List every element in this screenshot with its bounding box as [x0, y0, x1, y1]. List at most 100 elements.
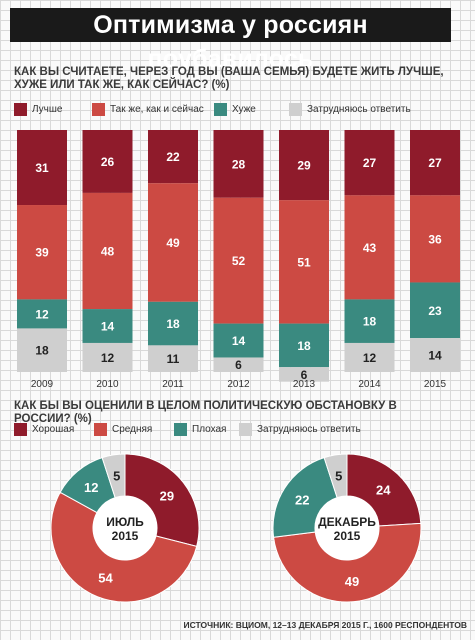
- legend-swatch: [92, 102, 105, 116]
- bar-segment: [410, 282, 460, 339]
- bar-value-label: 26: [101, 155, 115, 169]
- bar-segment: [213, 130, 264, 198]
- bar-segment: [213, 357, 264, 372]
- bar-segment: [344, 130, 395, 196]
- legend-label: Плохая: [192, 423, 227, 435]
- bar-segment: [213, 323, 264, 358]
- bar-chart-legend: Лучше Так же, как и сейчас Хуже Затрудня…: [14, 100, 464, 118]
- bar-segment: [148, 183, 198, 302]
- bar-segment: [279, 323, 329, 368]
- bar-value-label: 18: [35, 344, 49, 358]
- legend-item-average: Средняя: [94, 420, 152, 438]
- bar-value-label: 36: [428, 232, 442, 246]
- donut-center-label: ДЕКАБРЬ: [318, 515, 376, 529]
- legend-label: Хорошая: [32, 423, 75, 435]
- bar-value-label: 51: [297, 255, 311, 269]
- donut-chart-question: КАК БЫ ВЫ ОЦЕНИЛИ В ЦЕЛОМ ПОЛИТИЧЕСКУЮ О…: [14, 400, 397, 425]
- bar-segment: [410, 195, 460, 283]
- bar-segment: [82, 130, 133, 193]
- donut-value-label: 12: [84, 480, 98, 495]
- bar-value-label: 23: [428, 304, 442, 318]
- donut-chart-legend: Хорошая Средняя Плохая Затрудняюсь ответ…: [14, 420, 464, 438]
- bar-value-label: 6: [301, 368, 308, 382]
- donut-value-label: 29: [160, 489, 174, 504]
- bar-segment: [148, 130, 198, 184]
- donut-hole: [315, 496, 379, 560]
- bar-segment: [148, 345, 198, 372]
- x-tick-label: 2012: [227, 379, 250, 390]
- legend-item-good: Хорошая: [14, 420, 74, 438]
- stacked-bar-chart: 31 39 12 18 2009 26 48 14 12 2010 22 49 18 11 2011 28 52…: [17, 130, 460, 390]
- legend-label: Хуже: [232, 103, 256, 115]
- x-tick-label: 2013: [293, 379, 316, 390]
- bar-value-label: 12: [35, 307, 49, 321]
- page-title: Оптимизма у россиян поубавилось: [10, 8, 451, 73]
- bar-value-label: 18: [166, 317, 180, 331]
- bar-segment: [17, 299, 67, 329]
- donut-center-label: 2015: [112, 529, 139, 543]
- bar-value-label: 12: [101, 351, 115, 365]
- bar-value-label: 11: [167, 352, 180, 366]
- bar-value-label: 18: [297, 339, 311, 353]
- donut-value-label: 49: [345, 574, 359, 589]
- legend-item-same: Так же, как и сейчас: [92, 100, 204, 118]
- legend-label: Лучше: [32, 103, 63, 115]
- bar-value-label: 52: [232, 254, 246, 268]
- donut-center-label: ИЮЛЬ: [106, 515, 144, 529]
- bar-segment: [148, 301, 198, 346]
- bar-chart-question: КАК ВЫ СЧИТАЕТЕ, ЧЕРЕЗ ГОД ВЫ (ВАША СЕМЬ…: [14, 66, 444, 91]
- donut-value-label: 5: [335, 469, 342, 484]
- x-tick-label: 2009: [31, 379, 54, 390]
- bar-value-label: 6: [235, 358, 242, 372]
- x-tick-label: 2010: [96, 379, 119, 390]
- bar-value-label: 28: [232, 157, 246, 171]
- legend-label: Затрудняюсь ответить: [257, 423, 361, 435]
- bar-value-label: 39: [35, 246, 49, 260]
- source-note: ИСТОЧНИК: ВЦИОМ, 12–13 ДЕКАБРЯ 2015 Г., …: [183, 620, 467, 630]
- bar-segment: [82, 309, 133, 343]
- bar-value-label: 49: [166, 236, 180, 250]
- bar-value-label: 18: [363, 315, 377, 329]
- bar-segment: [344, 342, 395, 372]
- bar-segment: [279, 200, 329, 324]
- legend-item-better: Лучше: [14, 100, 62, 118]
- legend-swatch: [289, 102, 302, 116]
- bar-value-label: 12: [363, 351, 377, 365]
- bar-segment: [344, 195, 395, 300]
- bar-value-label: 14: [101, 320, 115, 334]
- bar-value-label: 22: [166, 150, 180, 164]
- bar-value-label: 14: [428, 349, 442, 363]
- legend-item-undecided: Затрудняюсь ответить: [289, 100, 411, 118]
- legend-item-undecided-2: Затрудняюсь ответить: [239, 420, 361, 438]
- legend-item-worse: Хуже: [214, 100, 256, 118]
- x-tick-label: 2011: [162, 379, 184, 390]
- bar-value-label: 29: [297, 159, 311, 173]
- legend-swatch: [214, 102, 227, 116]
- bar-segment: [17, 328, 67, 372]
- bar-value-label: 27: [428, 156, 442, 170]
- legend-swatch: [94, 422, 107, 436]
- donut-hole: [93, 496, 157, 560]
- x-tick-label: 2015: [424, 379, 447, 390]
- donut-value-label: 22: [295, 493, 309, 508]
- bar-segment: [410, 338, 460, 372]
- bar-value-label: 14: [232, 334, 246, 348]
- bar-segment: [279, 130, 329, 201]
- donut-center-label: 2015: [334, 529, 361, 543]
- legend-item-bad: Плохая: [174, 420, 226, 438]
- legend-swatch: [239, 422, 252, 436]
- bar-segment: [213, 197, 264, 324]
- donut-value-label: 24: [376, 482, 391, 497]
- bar-segment: [82, 192, 133, 310]
- bar-segment: [344, 299, 395, 343]
- bar-value-label: 43: [363, 241, 377, 255]
- bar-segment: [17, 130, 67, 206]
- legend-swatch: [14, 422, 27, 436]
- x-tick-label: 2014: [358, 379, 381, 390]
- legend-label: Затрудняюсь ответить: [307, 103, 411, 115]
- bar-segment: [17, 205, 67, 300]
- legend-swatch: [14, 102, 27, 116]
- legend-label: Средняя: [112, 423, 153, 435]
- legend-label: Так же, как и сейчас: [110, 103, 204, 115]
